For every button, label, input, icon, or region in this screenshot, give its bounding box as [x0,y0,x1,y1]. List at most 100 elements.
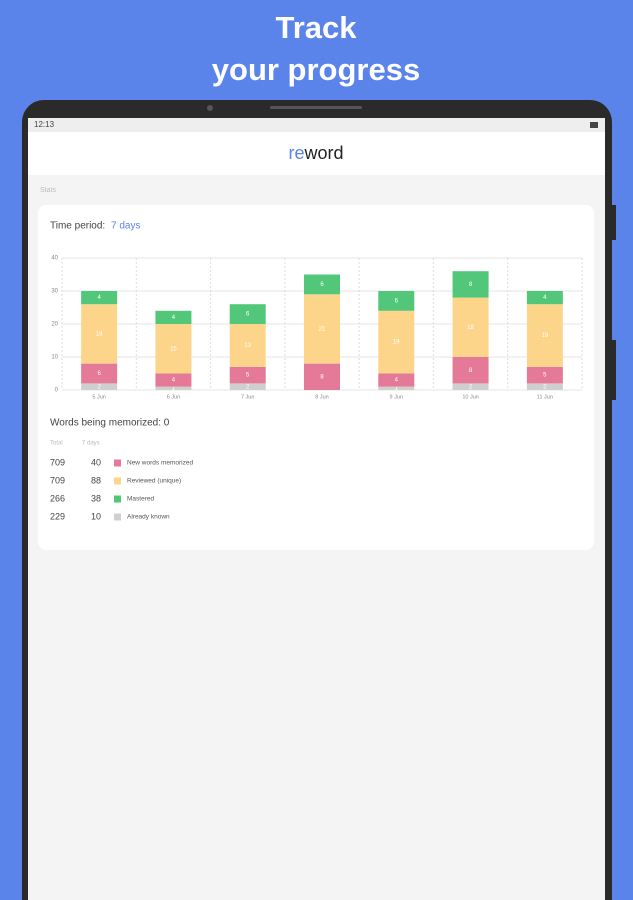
total-value: 266 [50,493,65,503]
data-label: 19 [542,333,549,339]
status-time: 12:13 [34,120,55,129]
data-label: 15 [170,346,177,352]
bar-segment [81,304,118,364]
data-label: 5 [246,373,250,379]
data-label: 4 [543,295,547,301]
bar-segment [378,386,415,390]
x-tick-label: 5 Jun [92,394,105,400]
legend-swatch [114,513,121,521]
headline: Track [275,10,357,45]
total-value: 709 [50,475,65,485]
bar-segment [229,304,266,324]
side-button [611,205,616,240]
headline: your progress [212,52,420,87]
legend-label: Mastered [127,496,154,503]
data-label: 4 [172,378,176,384]
data-label: 18 [96,331,103,337]
bar-segment [155,310,192,324]
data-label: 2 [246,384,250,390]
column-header: Total [50,441,63,447]
data-label: 4 [172,315,176,321]
bar-segment [526,304,563,367]
data-label: 4 [97,295,101,301]
bar-segment [526,291,563,305]
x-tick-label: 8 Jun [315,394,328,400]
legend-swatch [114,495,121,503]
bar-segment [81,383,118,390]
legend-label: New words memorized [127,460,193,467]
bar-segment [155,373,192,387]
legend-swatch [114,477,121,485]
x-tick-label: 11 Jun [537,394,553,400]
bar-segment [81,363,118,384]
data-label: 4 [395,378,399,384]
status-bar [28,118,605,132]
data-label: 2 [469,384,473,390]
camera [207,105,213,111]
data-label: 18 [467,325,474,331]
x-tick-label: 6 Jun [167,394,180,400]
x-tick-label: 10 Jun [462,394,479,400]
total-value: 709 [50,457,65,467]
data-label: 19 [393,340,400,346]
bar-segment [452,297,489,357]
total-value: 229 [50,511,65,521]
data-label: 1 [395,386,399,392]
period-label: Time period: [50,221,105,232]
y-tick-label: 0 [55,388,59,394]
bar-segment [81,291,118,305]
data-label: 6 [395,298,399,304]
x-tick-label: 9 Jun [390,394,403,400]
legend-swatch [114,459,121,467]
bar-segment [304,274,340,295]
side-button [611,340,616,400]
speaker [270,106,362,109]
y-tick-label: 10 [51,355,58,361]
bar-segment [452,357,489,384]
bar-segment [229,366,266,384]
period-value[interactable]: 7 days [111,221,140,232]
data-label: 21 [319,327,326,333]
bar-segment [452,271,489,298]
data-label: 1 [172,386,176,392]
bar-segment [155,386,192,390]
data-label: 8 [469,282,473,288]
bar-segment [304,294,340,364]
memorized-title: Words being memorized: 0 [50,418,170,429]
app-bar [28,132,605,175]
y-tick-label: 40 [51,256,58,262]
data-label: 6 [97,371,101,377]
bar-segment [526,366,563,384]
legend-label: Reviewed (unique) [127,478,181,485]
bar-segment [452,383,489,390]
x-tick-label: 7 Jun [241,394,254,400]
week-value: 10 [91,511,101,521]
week-value: 88 [91,475,101,485]
data-label: 8 [469,368,473,374]
bar-segment [229,383,266,390]
bar-segment [229,324,266,367]
bar-segment [378,373,415,387]
y-tick-label: 20 [51,322,58,328]
data-label: 8 [320,374,324,380]
data-label: 5 [543,373,547,379]
data-label: 2 [543,384,547,390]
bar-segment [526,383,563,390]
bar-segment [378,291,415,311]
status-icons [590,122,598,128]
week-value: 38 [91,493,101,503]
column-header: 7 days [82,441,100,447]
bar-segment [304,363,340,390]
legend-label: Already known [127,514,170,521]
app-title-prefix: re [288,143,304,163]
data-label: 6 [246,312,250,318]
data-label: 13 [244,343,251,349]
bar-segment [155,324,192,374]
legend: 709 40 New words memorized 709 88 Reviewed (u… [50,457,193,521]
y-tick-label: 30 [51,289,58,295]
data-label: 2 [97,384,101,390]
section-label: Stats [40,187,56,194]
